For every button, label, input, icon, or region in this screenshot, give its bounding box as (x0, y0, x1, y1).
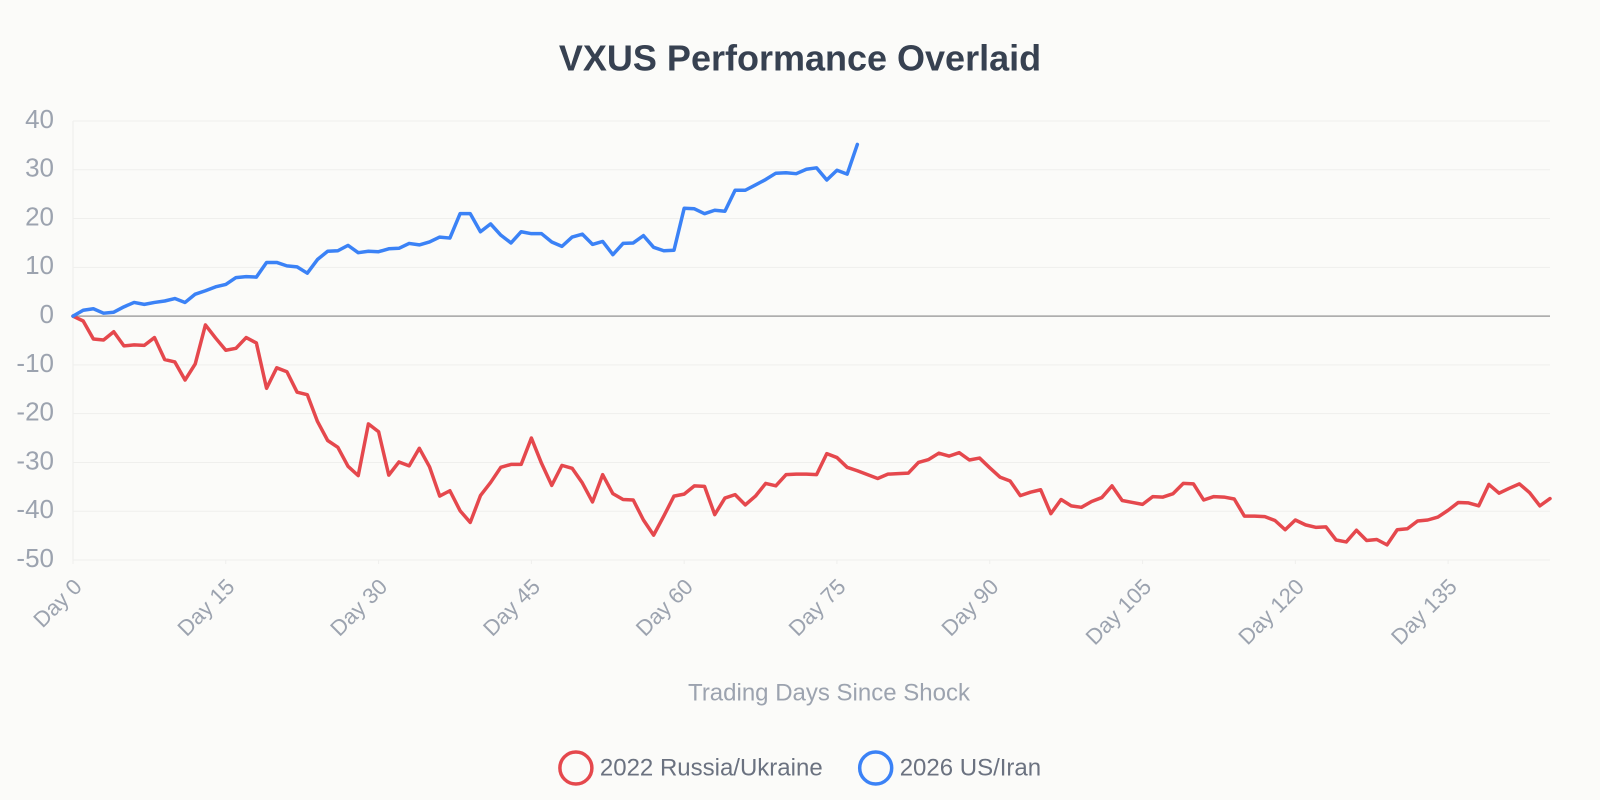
x-axis-title: Trading Days Since Shock (688, 679, 971, 706)
x-tick-label: Day 30 (325, 574, 392, 641)
x-tick-label: Day 0 (28, 574, 86, 632)
y-tick-label: 40 (25, 104, 54, 134)
legend-swatch (558, 750, 594, 786)
legend-item: 2026 US/Iran (857, 750, 1041, 786)
x-tick-label: Day 120 (1233, 574, 1309, 650)
x-tick-label: Day 45 (478, 574, 545, 641)
legend-label: 2022 Russia/Ukraine (600, 754, 823, 781)
y-tick-label: -50 (16, 543, 54, 573)
y-tick-label: -20 (16, 397, 54, 427)
y-tick-label: -40 (16, 494, 54, 524)
x-tick-label: Day 105 (1081, 574, 1157, 650)
legend: 2022 Russia/Ukraine 2026 US/Iran (558, 750, 1041, 786)
y-tick-label: -10 (16, 348, 54, 378)
x-tick-label: Day 90 (936, 574, 1003, 641)
x-tick-label: Day 60 (631, 574, 698, 641)
y-tick-label: 30 (25, 153, 54, 183)
x-tick-label: Day 135 (1386, 574, 1462, 650)
legend-swatch (857, 750, 894, 786)
y-tick-label: 10 (25, 250, 54, 280)
y-tick-label: 0 (40, 299, 54, 329)
legend-item: 2022 Russia/Ukraine (558, 750, 823, 786)
y-tick-label: -30 (16, 445, 54, 475)
series-line (71, 142, 860, 318)
legend-label: 2026 US/Iran (900, 754, 1041, 781)
x-tick-label: Day 75 (784, 574, 851, 641)
series-line (71, 314, 1552, 547)
chart-title: VXUS Performance Overlaid (559, 38, 1041, 79)
x-tick-label: Day 15 (172, 574, 239, 641)
y-tick-label: 20 (25, 201, 54, 231)
